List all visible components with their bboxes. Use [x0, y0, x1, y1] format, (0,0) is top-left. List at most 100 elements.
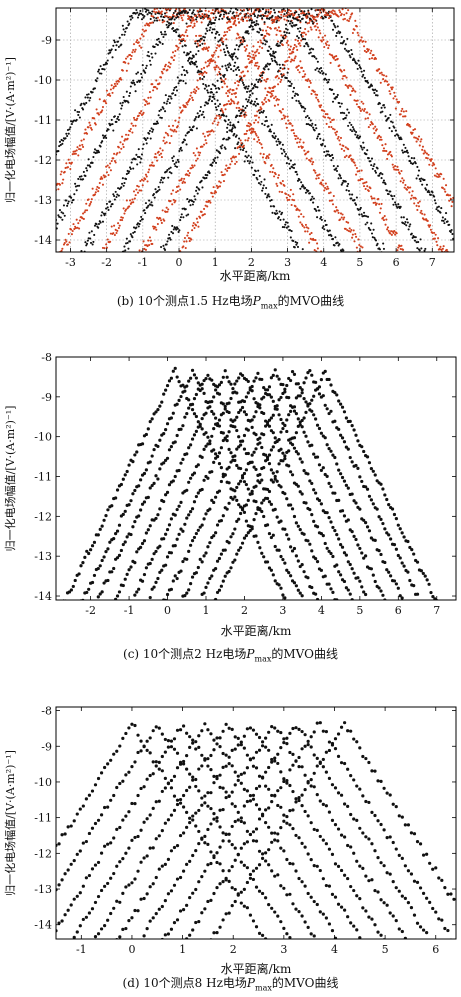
- data-point: [137, 484, 141, 488]
- data-point: [81, 561, 85, 565]
- data-point: [106, 238, 109, 241]
- data-point: [343, 216, 346, 219]
- data-point: [149, 17, 152, 21]
- data-point: [164, 8, 167, 11]
- data-point: [191, 164, 194, 167]
- x-tick-label: 3: [284, 256, 291, 269]
- data-point: [80, 175, 83, 178]
- data-point: [314, 18, 317, 21]
- data-point: [237, 101, 240, 104]
- data-point: [148, 420, 152, 424]
- data-point: [174, 199, 177, 202]
- data-point: [253, 56, 256, 59]
- data-point: [203, 177, 206, 180]
- data-point: [292, 199, 296, 202]
- data-point: [140, 502, 145, 506]
- data-point: [137, 514, 141, 518]
- data-point: [312, 519, 316, 523]
- data-point: [215, 64, 218, 67]
- data-point: [227, 481, 231, 485]
- data-point: [408, 191, 411, 194]
- data-point: [350, 460, 354, 464]
- data-point: [257, 41, 260, 44]
- data-point: [283, 18, 286, 21]
- data-point: [425, 183, 428, 186]
- data-point: [99, 221, 102, 224]
- data-point: [262, 514, 266, 519]
- data-point: [437, 205, 440, 208]
- data-point: [338, 64, 341, 67]
- series-4: [114, 369, 339, 600]
- data-point: [367, 48, 370, 51]
- data-point: [153, 196, 156, 199]
- data-point: [348, 193, 351, 196]
- data-point: [60, 138, 63, 141]
- data-point: [195, 116, 198, 119]
- data-point: [169, 551, 173, 555]
- data-point: [281, 74, 284, 77]
- data-point: [227, 401, 231, 405]
- data-point: [329, 520, 333, 524]
- data-point: [142, 240, 145, 243]
- data-point: [321, 8, 324, 11]
- data-point: [327, 150, 330, 153]
- data-point: [170, 135, 173, 138]
- data-point: [265, 65, 268, 68]
- data-point: [344, 445, 348, 449]
- data-point: [240, 71, 243, 74]
- data-point: [307, 150, 310, 153]
- data-point: [285, 497, 289, 501]
- data-point: [284, 152, 288, 156]
- data-point: [269, 128, 272, 131]
- data-point: [337, 468, 341, 472]
- data-point: [171, 579, 175, 583]
- data-point: [85, 590, 89, 595]
- data-point: [374, 125, 377, 128]
- data-point: [161, 149, 164, 152]
- data-point: [431, 594, 435, 599]
- data-point: [375, 89, 378, 93]
- data-point: [373, 473, 377, 477]
- data-point: [323, 45, 326, 49]
- data-point: [320, 181, 323, 184]
- data-point: [137, 587, 141, 591]
- data-point: [160, 116, 163, 119]
- data-point: [112, 566, 116, 571]
- data-point: [131, 16, 134, 19]
- data-point: [298, 457, 302, 461]
- data-point: [356, 466, 360, 470]
- data-point: [233, 156, 236, 159]
- data-point: [109, 232, 112, 235]
- data-point: [303, 10, 306, 13]
- data-point: [126, 137, 129, 140]
- data-point: [321, 466, 325, 470]
- data-point: [325, 122, 328, 125]
- data-point: [239, 546, 243, 550]
- data-point: [429, 228, 432, 231]
- data-point: [367, 494, 372, 498]
- data-point: [306, 371, 310, 375]
- data-point: [217, 462, 222, 466]
- data-point: [110, 504, 114, 508]
- data-point: [243, 13, 246, 16]
- data-point: [296, 93, 300, 97]
- data-point: [101, 105, 105, 109]
- data-point: [259, 39, 262, 42]
- data-point: [77, 113, 80, 117]
- data-point: [214, 117, 218, 120]
- data-point: [250, 21, 253, 24]
- data-point: [285, 429, 289, 434]
- data-point: [366, 215, 370, 218]
- data-point: [325, 78, 328, 82]
- data-point: [288, 15, 292, 18]
- data-point: [255, 97, 258, 101]
- data-point: [134, 90, 137, 93]
- data-point: [187, 379, 191, 383]
- data-point: [245, 114, 248, 117]
- data-point: [135, 550, 139, 554]
- data-point: [140, 153, 144, 156]
- data-point: [171, 189, 175, 192]
- data-point: [248, 52, 251, 55]
- data-point: [93, 87, 97, 90]
- data-point: [206, 581, 210, 585]
